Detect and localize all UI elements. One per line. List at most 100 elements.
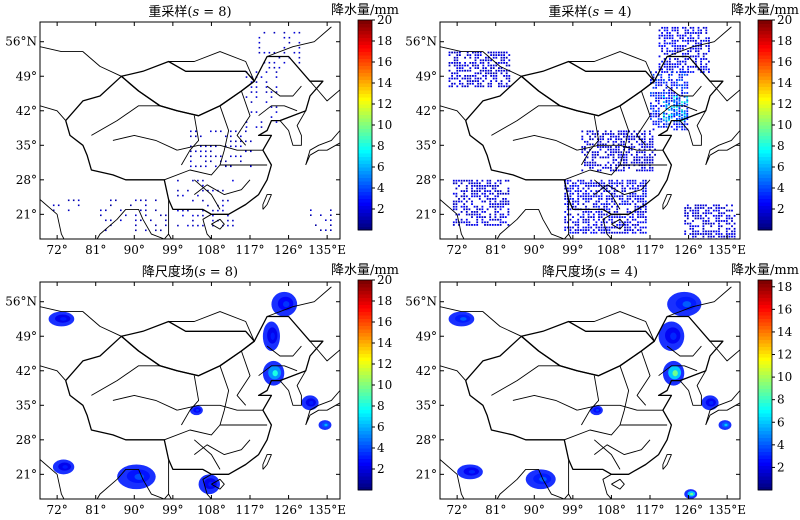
precip-cell <box>634 226 637 229</box>
precip-cell <box>330 229 332 231</box>
precip-cell <box>686 101 689 103</box>
precip-cell <box>621 195 624 198</box>
boundary-line <box>440 459 569 499</box>
precip-cell <box>639 185 642 187</box>
precip-cell <box>459 62 461 64</box>
map-frame <box>39 281 341 500</box>
precip-cell <box>145 204 147 207</box>
precip-cell <box>674 26 676 29</box>
precip-cell <box>607 161 610 164</box>
colorbar-segment <box>758 198 772 203</box>
precip-cell <box>507 192 510 195</box>
precip-cell <box>617 161 620 164</box>
precip-cell <box>708 60 710 63</box>
y-tick-label: 28° <box>416 173 437 187</box>
colorbar-tick-label: 4 <box>777 181 785 195</box>
precip-cell <box>675 109 678 111</box>
precip-cell <box>230 130 232 133</box>
precip-cell <box>686 115 689 118</box>
precip-peak <box>270 332 275 340</box>
precip-cell <box>707 209 710 212</box>
colorbar-segment <box>358 378 372 382</box>
precip-cell <box>676 84 678 87</box>
precip-cell <box>587 200 590 203</box>
boundary-line <box>305 389 340 426</box>
precip-cell <box>507 179 510 182</box>
precip-cell <box>611 192 613 195</box>
colorbar-segment <box>758 458 772 463</box>
precip-cell <box>618 221 621 224</box>
precip-cell <box>177 224 179 227</box>
boundary-line <box>564 424 668 441</box>
precip-cell <box>663 79 665 81</box>
precip-cell <box>598 216 600 218</box>
precip-cell <box>652 107 655 110</box>
boundary-line <box>577 404 663 411</box>
precip-cell <box>665 112 668 115</box>
precip-cell <box>495 64 498 67</box>
precip-cell <box>663 42 666 45</box>
boundary-line <box>594 439 651 456</box>
precip-cell <box>227 199 229 202</box>
precip-cell <box>245 130 247 133</box>
precip-cell <box>665 106 668 109</box>
precip-cell <box>67 199 70 202</box>
boundary-line <box>309 340 340 362</box>
precip-cell <box>587 211 590 213</box>
precip-cell <box>455 179 458 182</box>
precip-cell <box>592 195 595 198</box>
precip-cell <box>679 60 682 63</box>
precip-cell <box>707 222 710 225</box>
precip-cell <box>697 207 700 209</box>
precip-cell <box>260 76 263 78</box>
precip-cell <box>451 85 453 88</box>
precip-cell <box>630 138 633 141</box>
precip-cell <box>504 198 507 200</box>
precip-cell <box>451 51 453 54</box>
precip-cell <box>718 227 720 230</box>
precip-cell <box>487 82 490 85</box>
colorbar-segment <box>758 364 772 368</box>
precip-cell <box>574 224 577 226</box>
precip-cell <box>710 207 713 209</box>
precip-cell <box>634 205 637 208</box>
precip-cell <box>660 79 663 81</box>
precip-cell <box>453 72 456 75</box>
precip-cell <box>684 26 687 29</box>
colorbar-segment <box>358 406 372 410</box>
precip-cell <box>644 216 647 218</box>
precip-cell <box>708 37 710 40</box>
precip-layer <box>448 26 736 239</box>
precip-cell <box>670 94 673 97</box>
precip-cell <box>668 119 670 122</box>
precip-cell <box>451 82 453 85</box>
precip-cell <box>644 200 647 203</box>
precip-cell <box>629 221 632 224</box>
colorbar-tick-label: 2 <box>377 202 385 216</box>
colorbar-segment <box>758 174 772 178</box>
precip-cell <box>611 218 613 221</box>
precip-cell <box>660 118 663 120</box>
colorbar-segment <box>358 469 372 473</box>
precip-cell <box>608 208 611 211</box>
precip-cell <box>641 151 643 154</box>
precip-cell <box>572 231 574 234</box>
precip-cell <box>320 229 322 231</box>
precip-cell <box>617 135 620 138</box>
precip-cell <box>604 143 607 146</box>
precip-cell <box>602 135 604 138</box>
precip-cell <box>461 77 464 80</box>
precip-cell <box>155 224 157 227</box>
precip-cell <box>705 45 708 47</box>
precip-cell <box>460 182 463 185</box>
precip-cell <box>628 130 630 133</box>
precip-peak <box>208 481 214 487</box>
precip-cell <box>283 46 286 49</box>
x-tick-label: 126° <box>674 503 703 517</box>
precip-cell <box>453 82 456 85</box>
boundary-line <box>662 454 672 470</box>
colorbar-segment <box>758 360 772 365</box>
panel-title-part: = 8) <box>199 5 232 20</box>
precip-cell <box>503 56 505 59</box>
precip-cell <box>182 214 184 217</box>
